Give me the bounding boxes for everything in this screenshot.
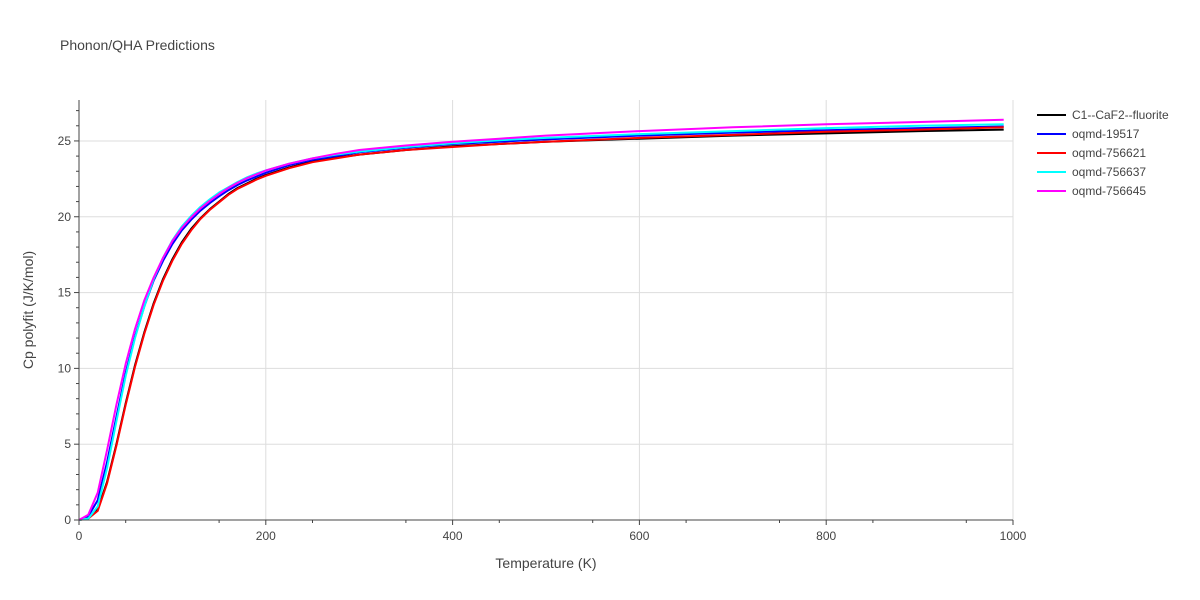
legend-label: C1--CaF2--fluorite: [1072, 108, 1169, 122]
y-tick-label: 0: [64, 513, 71, 527]
y-ticks: 0 5 10 15 20 25: [58, 110, 79, 527]
x-axis-title: Temperature (K): [495, 555, 596, 571]
legend-label: oqmd-756621: [1072, 146, 1146, 160]
axes: [78, 100, 1013, 521]
x-tick-label: 400: [443, 529, 463, 543]
series-line-oqmd-756621: [78, 126, 1004, 521]
x-tick-label: 200: [256, 529, 276, 543]
x-tick-label: 600: [629, 529, 649, 543]
y-tick-label: 5: [64, 437, 71, 451]
x-ticks: 0 200 400 600 800 1000: [76, 520, 1027, 543]
series-line-oqmd-756645: [78, 118, 1004, 521]
series-layer: [78, 118, 1004, 521]
legend-label: oqmd-756637: [1072, 165, 1146, 179]
y-tick-label: 25: [58, 134, 72, 148]
y-axis-title: Cp polyfit (J/K/mol): [20, 251, 36, 369]
x-tick-label: 0: [76, 529, 83, 543]
grid: [79, 100, 1014, 520]
legend-label: oqmd-19517: [1072, 127, 1140, 141]
chart-title: Phonon/QHA Predictions: [60, 37, 215, 53]
y-tick-label: 20: [58, 210, 72, 224]
y-tick-label: 15: [58, 286, 72, 300]
x-tick-label: 800: [816, 529, 836, 543]
legend: C1--CaF2--fluorite oqmd-19517 oqmd-756621 o…: [1037, 108, 1169, 198]
legend-label: oqmd-756645: [1072, 184, 1146, 198]
x-tick-label: 1000: [1000, 529, 1027, 543]
y-tick-label: 10: [58, 361, 72, 375]
